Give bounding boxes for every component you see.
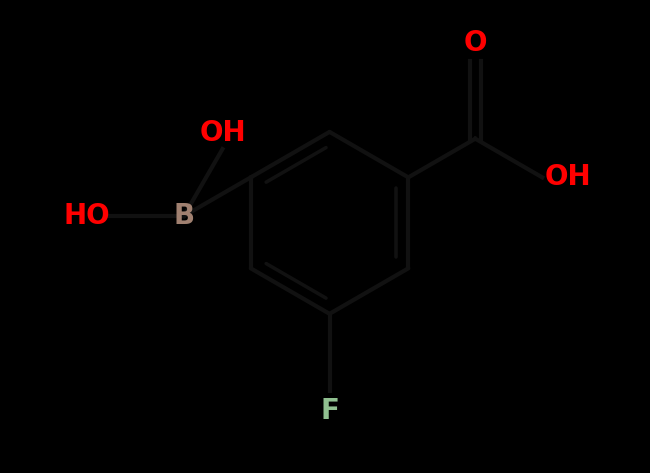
Text: O: O xyxy=(463,29,487,57)
Text: OH: OH xyxy=(545,163,591,192)
Text: B: B xyxy=(174,202,194,230)
Text: OH: OH xyxy=(199,119,246,147)
Text: F: F xyxy=(320,397,339,425)
Text: HO: HO xyxy=(63,202,110,230)
